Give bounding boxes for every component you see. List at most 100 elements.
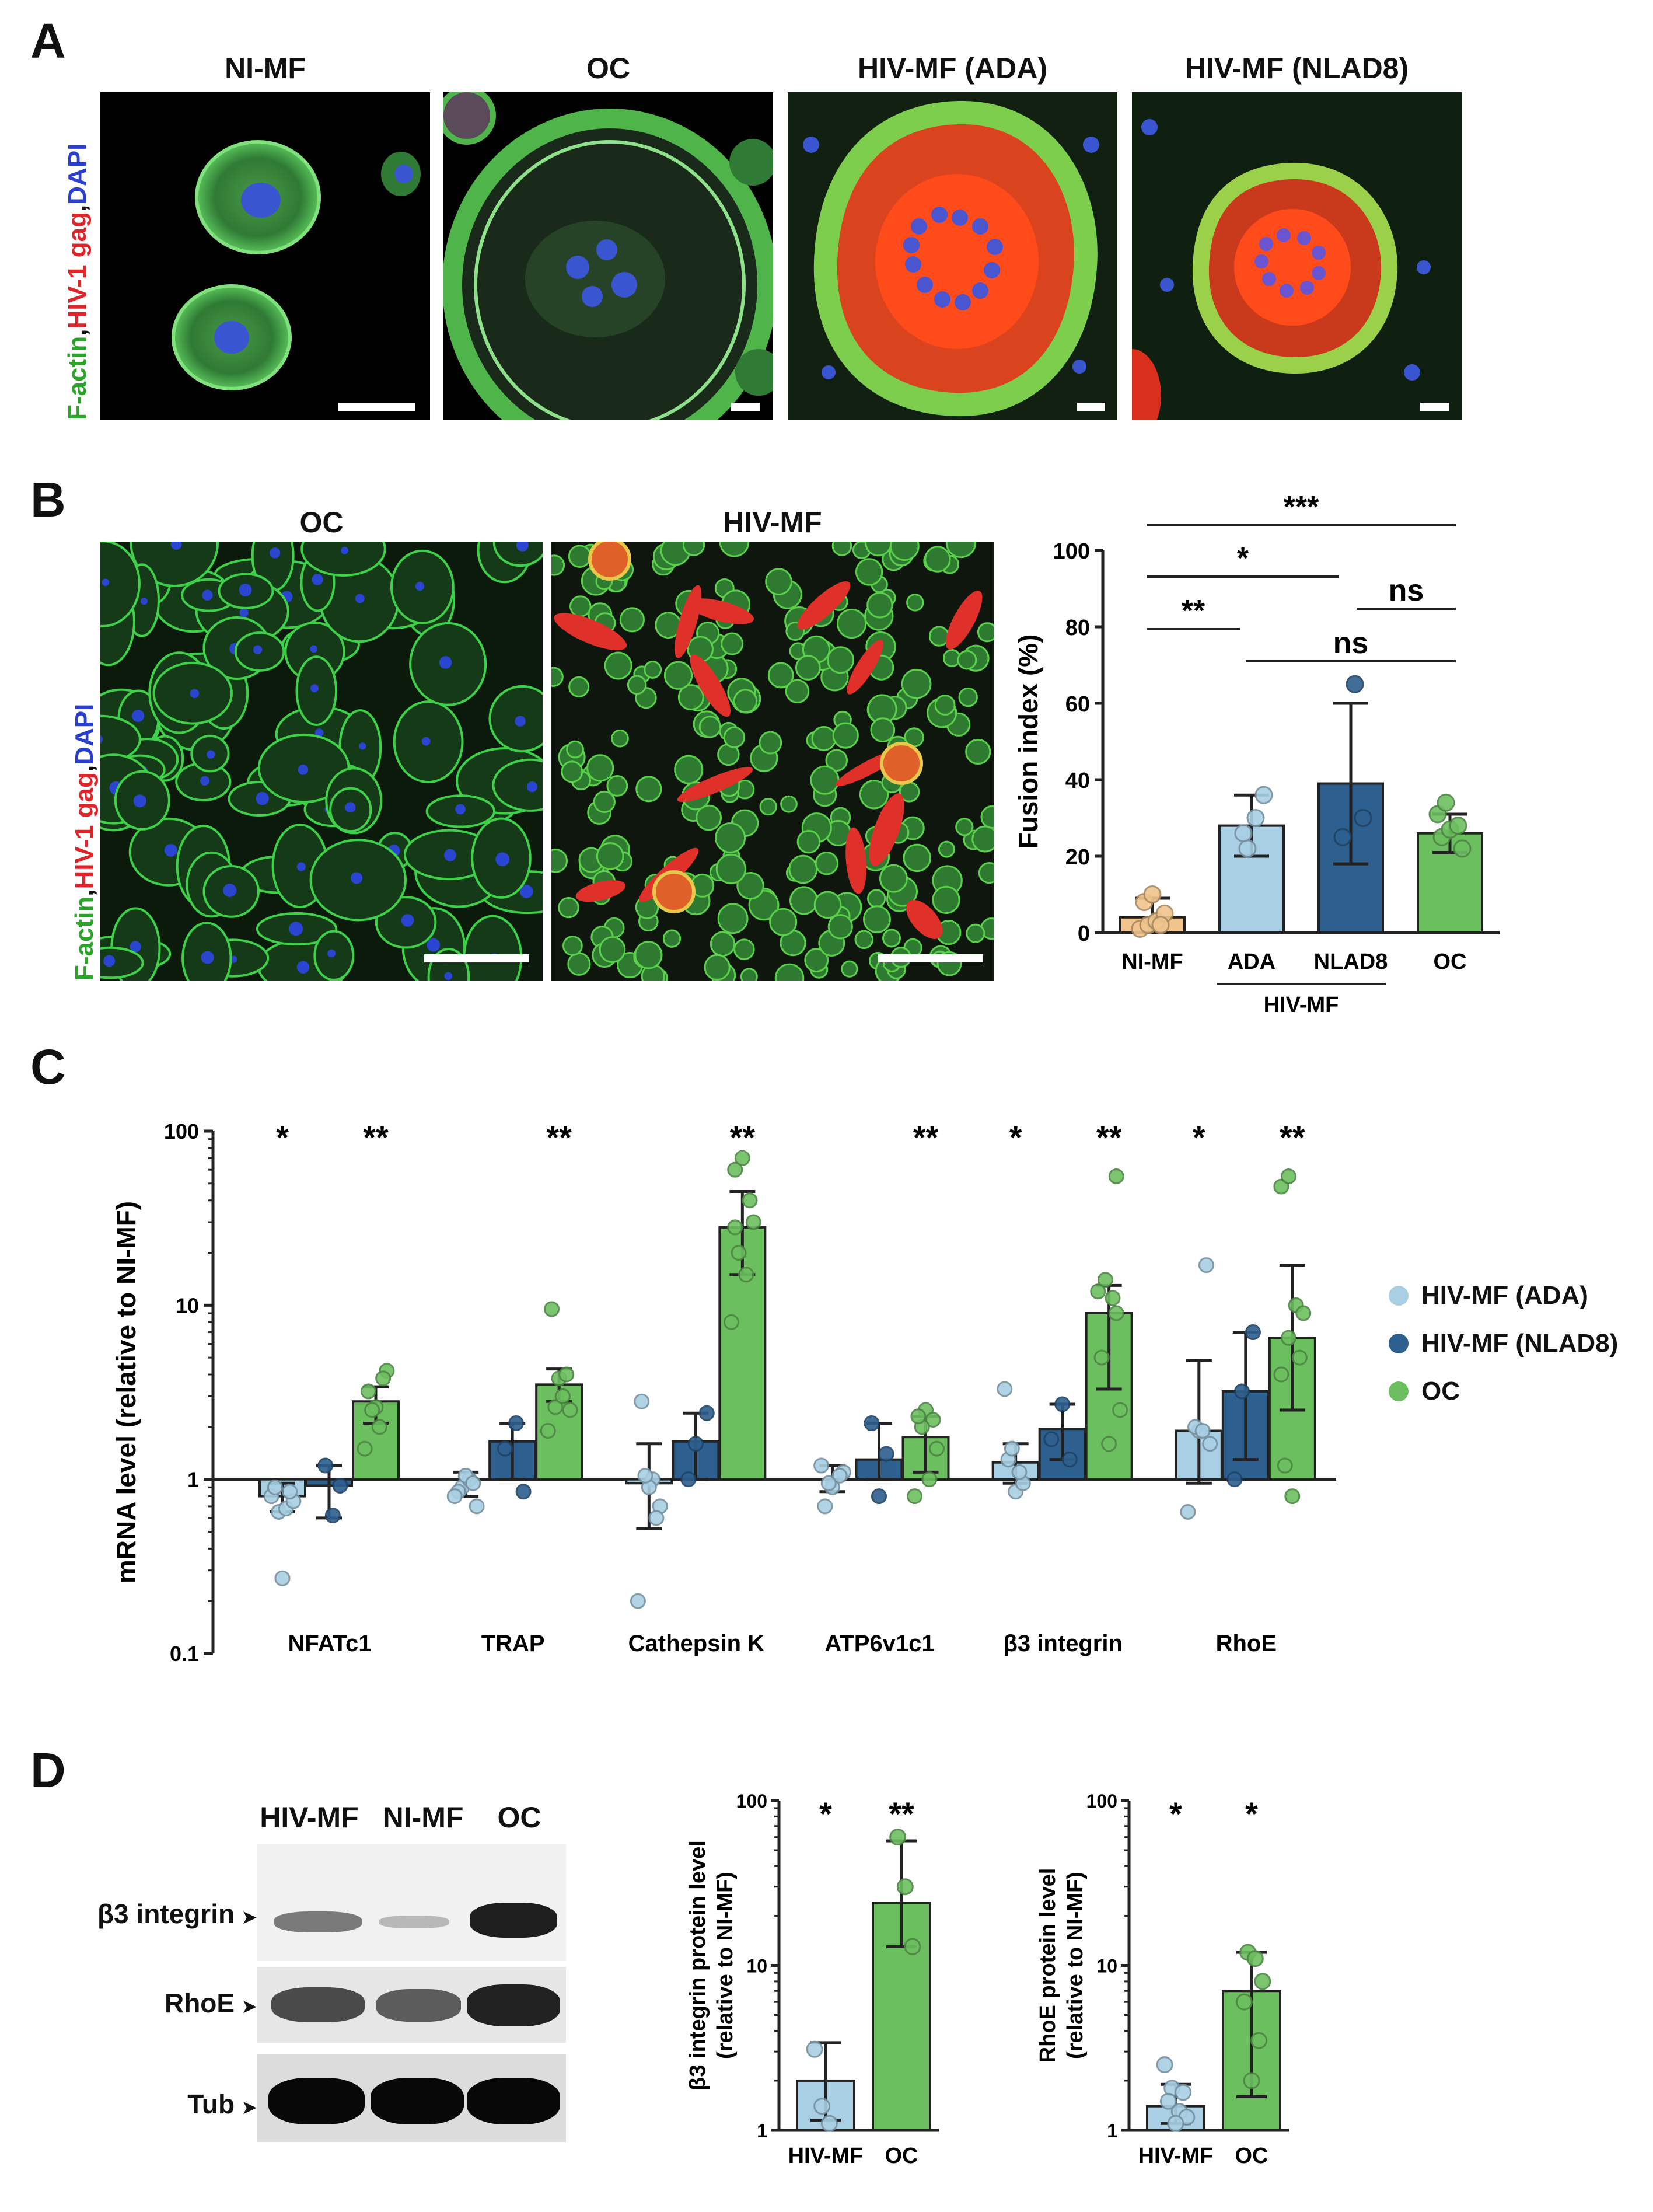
cell <box>769 908 798 936</box>
data-point <box>1054 1396 1071 1412</box>
cell <box>567 952 591 976</box>
data-point <box>1238 839 1257 858</box>
cell <box>966 923 985 943</box>
legend-dot <box>1389 1286 1409 1306</box>
data-point <box>371 1419 387 1435</box>
blot-tub <box>257 2054 566 2142</box>
cell <box>634 941 663 969</box>
nucleus <box>526 781 537 793</box>
cell <box>551 554 565 576</box>
band <box>271 1987 365 2022</box>
cell <box>971 825 994 853</box>
infected-cell <box>677 767 753 803</box>
data-point <box>997 1381 1013 1397</box>
data-point <box>637 1467 653 1484</box>
y-tick-label: 10 <box>176 1293 199 1317</box>
data-point <box>727 1161 743 1178</box>
cell <box>551 667 564 687</box>
cell <box>870 717 896 743</box>
lane-label-ni-mf: NI-MF <box>382 1801 464 1834</box>
data-point <box>547 1399 564 1415</box>
data-point <box>731 1245 747 1261</box>
image-title-ni-mf: NI-MF <box>225 52 306 85</box>
legend-c: HIV-MF (ADA) HIV-MF (NLAD8) OC <box>1389 1281 1640 1427</box>
image-title-hiv-nlad8: HIV-MF (NLAD8) <box>1184 52 1409 85</box>
channel-legend-a: F-actin,HIV-1 gag,DAPI <box>63 143 92 420</box>
nucleus <box>519 885 533 898</box>
data-point <box>820 1475 837 1491</box>
y-tick-label: 100 <box>164 1119 199 1143</box>
data-point <box>734 1150 750 1166</box>
cell <box>599 936 626 963</box>
infected-cell <box>869 793 904 866</box>
data-point <box>497 1440 513 1457</box>
nucleus <box>351 872 363 884</box>
cell <box>682 542 705 556</box>
data-point <box>1011 1464 1028 1480</box>
cell <box>719 542 750 557</box>
cell <box>879 864 908 893</box>
y-axis-label-2: (relative to NI-MF) <box>713 1872 738 2059</box>
blot-row-label-tub: Tub ➤ <box>187 2089 257 2119</box>
image-title-oc: OC <box>586 52 630 85</box>
data-point <box>1234 824 1253 843</box>
data-point <box>1198 1257 1214 1274</box>
cell <box>569 595 592 617</box>
cell <box>723 726 745 748</box>
nucleus <box>201 951 214 964</box>
cell <box>934 695 956 716</box>
cell <box>740 968 758 981</box>
cell <box>698 716 721 738</box>
data-point <box>806 2040 823 2058</box>
cell <box>863 905 891 934</box>
data-point <box>1284 1488 1301 1505</box>
cell <box>837 608 867 639</box>
significance-label: ** <box>730 1119 756 1156</box>
cell <box>721 632 744 655</box>
y-tick-label: 1 <box>1107 2120 1117 2141</box>
data-point <box>1281 1168 1297 1184</box>
nucleus <box>170 542 182 550</box>
x-tick-label: NFATc1 <box>288 1631 372 1656</box>
nucleus <box>296 961 310 974</box>
micrograph-hiv-nlad8 <box>1132 92 1462 420</box>
data-point <box>562 1402 578 1418</box>
panel-label-d: D <box>30 1743 66 1798</box>
y-tick-label: 100 <box>736 1791 767 1812</box>
cell <box>785 679 810 704</box>
x-tick-label: Cathepsin K <box>628 1631 764 1656</box>
cell <box>596 842 624 870</box>
x-tick-label: β3 integrin <box>1003 1631 1122 1656</box>
data-point <box>1243 2072 1260 2089</box>
group-label: HIV-MF <box>1264 993 1339 1017</box>
image-title-hiv-mf-b: HIV-MF <box>723 506 822 539</box>
cell <box>733 689 758 713</box>
y-axis-label: β3 integrin protein level <box>686 1840 710 2091</box>
data-point <box>1333 828 1352 846</box>
data-point <box>1234 1383 1250 1400</box>
significance-label: ** <box>1182 594 1205 628</box>
nucleus <box>256 791 269 805</box>
data-point <box>1453 839 1472 858</box>
nucleus <box>102 578 110 587</box>
nucleus <box>207 750 215 759</box>
nucleus <box>455 804 466 815</box>
channel-gag: HIV-1 gag <box>70 772 99 889</box>
cell <box>827 914 853 940</box>
data-point <box>515 1484 532 1500</box>
x-tick-label: NI-MF <box>1121 950 1183 974</box>
data-point <box>1108 1305 1124 1321</box>
cell <box>492 542 543 567</box>
nucleus <box>359 742 366 750</box>
data-point <box>1194 1423 1211 1439</box>
significance-label: * <box>1237 542 1249 575</box>
nucleus <box>341 546 349 554</box>
nucleus <box>130 941 141 953</box>
cell <box>788 854 818 884</box>
cell <box>945 542 977 559</box>
band <box>371 2078 464 2124</box>
data-point <box>1273 1366 1289 1383</box>
data-point <box>727 1219 743 1236</box>
cell <box>677 684 704 711</box>
x-tick-label: HIV-MF <box>788 2144 864 2168</box>
